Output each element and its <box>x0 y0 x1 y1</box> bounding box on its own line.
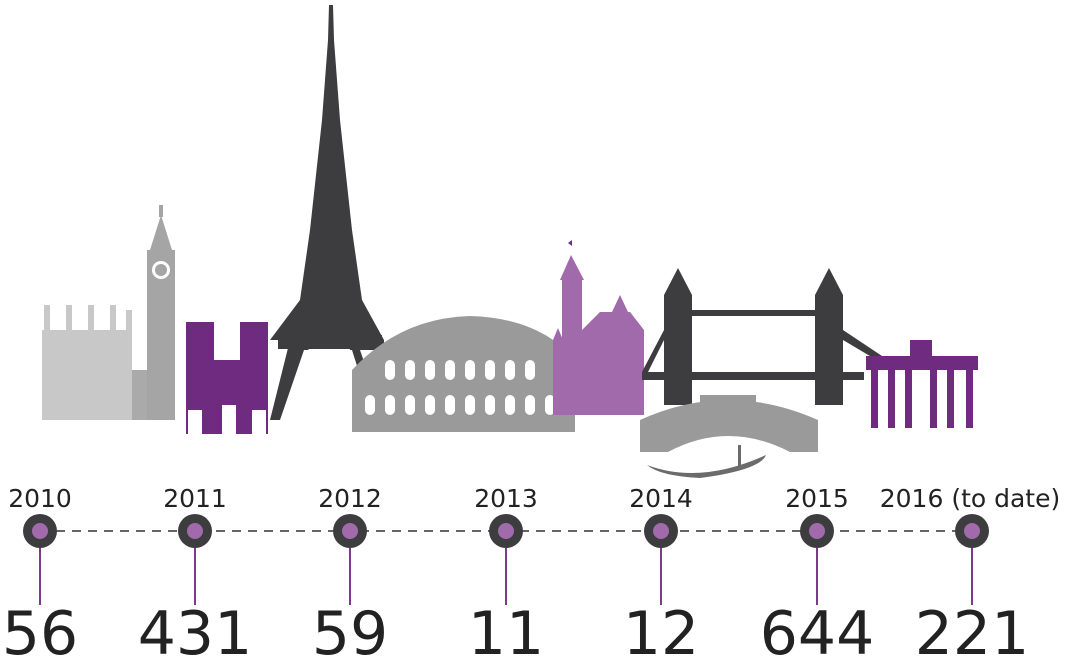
marker-inner <box>342 523 358 539</box>
count-label: 644 <box>760 599 875 661</box>
year-label: 2014 <box>629 484 693 513</box>
marker-inner <box>498 523 514 539</box>
tower-bridge <box>642 268 885 405</box>
marker-inner <box>653 523 669 539</box>
skyline <box>42 5 978 478</box>
westminster <box>42 305 152 420</box>
brandenburg-gate <box>866 340 978 428</box>
marker-inner <box>809 523 825 539</box>
notre-dame <box>186 322 268 434</box>
big-ben <box>147 205 175 420</box>
count-label: 11 <box>468 599 544 661</box>
marker-inner <box>964 523 980 539</box>
colosseum <box>352 316 575 432</box>
year-label: 2013 <box>474 484 538 513</box>
count-label: 56 <box>2 599 78 661</box>
count-label: 431 <box>138 599 253 661</box>
rialto-bridge <box>640 395 818 452</box>
year-label: 2016 (to date) <box>880 484 1061 513</box>
year-label: 2012 <box>318 484 382 513</box>
year-label: 2010 <box>8 484 72 513</box>
count-label: 12 <box>623 599 699 661</box>
year-label: 2015 <box>785 484 849 513</box>
count-label: 221 <box>915 599 1030 661</box>
gondola <box>647 445 766 478</box>
castle <box>553 240 644 415</box>
year-label: 2011 <box>163 484 227 513</box>
timeline-items: 2010 56 2011 431 2012 59 2013 11 2014 12 2015 644 20… <box>2 484 1060 661</box>
marker-inner <box>32 523 48 539</box>
marker-inner <box>187 523 203 539</box>
count-label: 59 <box>312 599 388 661</box>
